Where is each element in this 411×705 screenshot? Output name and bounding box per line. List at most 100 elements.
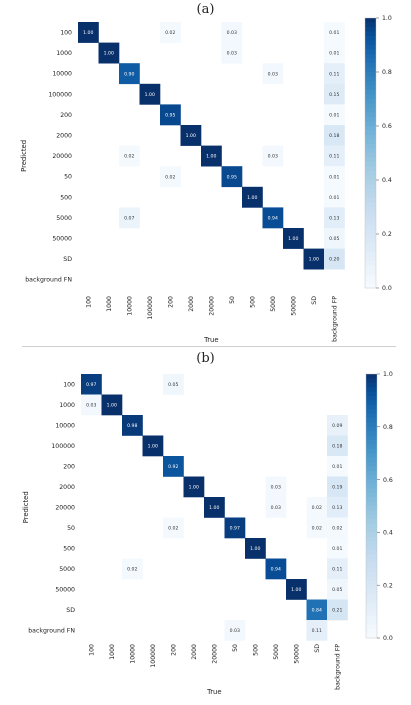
- colorbar-tick-label: 0.4: [382, 177, 392, 184]
- colorbar-segment: [365, 135, 376, 140]
- x-axis-label: True: [203, 336, 218, 344]
- heatmap-cell: [183, 476, 205, 498]
- colorbar-segment: [366, 629, 377, 634]
- heatmap-cell: [327, 435, 348, 457]
- panel-label-a: (a): [196, 2, 215, 17]
- colorbar-segment: [365, 22, 376, 28]
- x-tick-label: 50: [229, 296, 236, 304]
- colorbar-segment: [366, 616, 377, 621]
- cell-value-label: 0.03: [230, 628, 240, 634]
- colorbar-segment: [365, 45, 376, 50]
- colorbar-segment: [365, 67, 376, 73]
- cell-value-label: 0.84: [312, 608, 322, 614]
- heatmap-cell: [327, 558, 348, 580]
- heatmap-cell: [265, 476, 287, 498]
- colorbar-segment: [365, 126, 376, 131]
- colorbar-segment: [366, 400, 377, 406]
- colorbar-segment: [365, 76, 376, 82]
- y-axis-label: Predicted: [22, 491, 30, 523]
- colorbar-segment: [365, 108, 376, 113]
- colorbar-segment: [365, 36, 376, 41]
- cell-value-label: 1.00: [189, 485, 199, 491]
- heatmap-cell: [221, 42, 243, 64]
- heatmap-cell: [286, 579, 307, 600]
- cell-value-label: 1.00: [107, 403, 117, 409]
- cell-value-label: 0.18: [332, 444, 342, 450]
- colorbar-segment: [366, 453, 377, 458]
- colorbar-segment: [366, 528, 377, 533]
- colorbar-segment: [365, 171, 376, 176]
- cell-value-label: 0.11: [329, 71, 339, 77]
- cell-value-label: 1.00: [288, 236, 298, 242]
- colorbar-segment: [366, 572, 377, 577]
- cell-value-label: 0.01: [329, 51, 339, 57]
- heatmap-cell: [327, 415, 348, 436]
- colorbar-segment: [366, 550, 377, 555]
- colorbar-segment: [365, 252, 376, 257]
- y-tick-label: 50000: [55, 586, 75, 593]
- y-tick-label: SD: [66, 607, 75, 614]
- colorbar-segment: [365, 94, 376, 100]
- cell-value-label: 0.05: [168, 382, 178, 388]
- colorbar-segment: [365, 202, 376, 208]
- colorbar-segment: [366, 409, 377, 414]
- cell-value-label: 0.19: [332, 485, 342, 491]
- heatmap-cell: [324, 207, 345, 229]
- colorbar-segment: [365, 270, 376, 275]
- cell-value-label: 1.00: [83, 30, 93, 36]
- cell-value-label: 0.01: [329, 174, 339, 180]
- heatmap-cell: [163, 517, 184, 539]
- heatmap-cell: [324, 145, 345, 167]
- colorbar-segment: [366, 598, 377, 604]
- x-tick-label: 500: [249, 296, 256, 308]
- panel-label-b: (b): [196, 351, 215, 366]
- heatmap-cell: [306, 517, 328, 539]
- colorbar-segment: [365, 27, 376, 32]
- colorbar-segment: [366, 633, 377, 639]
- heatmap-cell: [245, 538, 266, 559]
- colorbar-segment: [365, 99, 376, 104]
- heatmap-cell: [324, 186, 345, 208]
- heatmap-cell: [324, 63, 345, 85]
- heatmap-cell: [327, 476, 348, 498]
- cell-value-label: 0.01: [332, 546, 342, 552]
- heatmap-cell: [180, 125, 202, 146]
- colorbar-segment: [366, 576, 377, 582]
- heatmap-cell: [160, 22, 181, 43]
- heatmap-cell: [163, 374, 184, 395]
- cell-value-label: 0.01: [329, 113, 339, 119]
- colorbar-segment: [365, 175, 376, 181]
- cell-value-label: 0.03: [86, 403, 96, 409]
- x-tick-label: 10000: [126, 296, 133, 316]
- colorbar-segment: [366, 624, 377, 630]
- cell-value-label: 0.90: [124, 71, 134, 77]
- cell-value-label: 0.09: [332, 423, 342, 429]
- y-axis-label: Predicted: [20, 140, 28, 172]
- colorbar-tick-label: 0.6: [383, 477, 393, 484]
- colorbar-segment: [365, 216, 376, 221]
- colorbar-segment: [365, 189, 376, 194]
- cell-value-label: 0.13: [329, 216, 339, 222]
- y-tick-label: SD: [63, 256, 72, 263]
- colorbar-segment: [366, 448, 377, 454]
- colorbar-segment: [366, 374, 377, 379]
- colorbar-tick-label: 0.4: [383, 530, 393, 537]
- heatmap-cell: [324, 166, 345, 188]
- colorbar-tick-label: 1.0: [382, 15, 392, 22]
- colorbar-segment: [365, 234, 376, 239]
- colorbar-segment: [365, 121, 376, 127]
- colorbar-tick-label: 0.2: [382, 231, 392, 238]
- colorbar-segment: [365, 265, 376, 271]
- x-tick-label: SD: [314, 644, 321, 653]
- confusion-matrix-a: 1.00 0.02 0.03 0.01 1.00 0.03 0.01 0.90 0.03 0.11…: [20, 15, 392, 344]
- heatmap-cell: [98, 42, 120, 64]
- cell-value-label: 0.95: [227, 174, 237, 180]
- heatmap-cell: [324, 83, 345, 105]
- y-tick-label: 5000: [59, 566, 75, 573]
- colorbar-segment: [365, 139, 376, 145]
- x-axis-label: True: [206, 688, 221, 696]
- heatmap-cell: [327, 579, 348, 600]
- colorbar-segment: [365, 166, 376, 172]
- colorbar-segment: [365, 229, 376, 235]
- heatmap-cell: [119, 207, 140, 229]
